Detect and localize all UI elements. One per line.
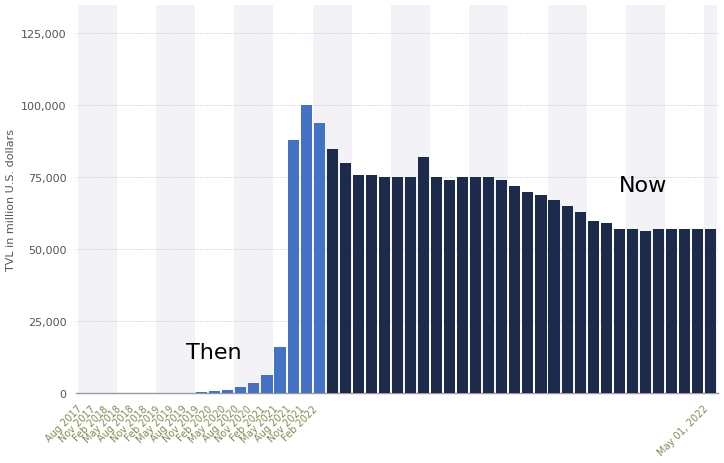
Bar xyxy=(300,106,311,394)
Bar xyxy=(457,178,468,394)
Bar xyxy=(183,393,194,394)
Bar xyxy=(366,175,377,394)
Bar xyxy=(379,178,390,394)
Bar xyxy=(470,177,481,394)
Bar xyxy=(418,158,429,394)
Text: Now: Now xyxy=(619,176,668,196)
Bar xyxy=(405,178,416,394)
Bar xyxy=(340,163,351,394)
Bar xyxy=(705,230,716,394)
Bar xyxy=(549,201,560,394)
Text: Then: Then xyxy=(185,343,241,363)
Bar xyxy=(261,375,272,394)
Bar xyxy=(431,178,442,394)
Bar xyxy=(653,230,664,394)
Bar xyxy=(353,175,364,394)
Bar xyxy=(562,207,573,394)
Bar xyxy=(313,6,352,394)
Bar xyxy=(588,221,599,394)
Y-axis label: TVL in million U.S. dollars: TVL in million U.S. dollars xyxy=(6,129,15,270)
Bar xyxy=(626,6,665,394)
Bar xyxy=(196,392,207,394)
Bar xyxy=(679,230,690,394)
Bar xyxy=(523,193,534,394)
Bar xyxy=(77,6,117,394)
Bar xyxy=(287,141,298,394)
Bar xyxy=(575,213,586,394)
Bar xyxy=(536,195,547,394)
Bar xyxy=(327,149,338,394)
Bar xyxy=(614,230,625,394)
Bar xyxy=(391,6,430,394)
Bar xyxy=(627,230,638,394)
Bar xyxy=(496,181,508,394)
Bar xyxy=(209,391,220,394)
Bar xyxy=(640,231,651,394)
Bar xyxy=(666,230,677,394)
Bar xyxy=(235,6,274,394)
Bar xyxy=(483,178,494,394)
Bar xyxy=(469,6,508,394)
Bar xyxy=(510,187,521,394)
Bar xyxy=(313,124,324,394)
Bar xyxy=(704,6,717,394)
Bar xyxy=(601,224,612,394)
Bar xyxy=(274,348,285,394)
Bar xyxy=(248,383,259,394)
Bar xyxy=(235,387,246,394)
Bar xyxy=(692,230,703,394)
Bar xyxy=(444,181,455,394)
Bar xyxy=(222,390,233,394)
Bar xyxy=(392,178,403,394)
Bar xyxy=(156,6,195,394)
Bar xyxy=(547,6,586,394)
